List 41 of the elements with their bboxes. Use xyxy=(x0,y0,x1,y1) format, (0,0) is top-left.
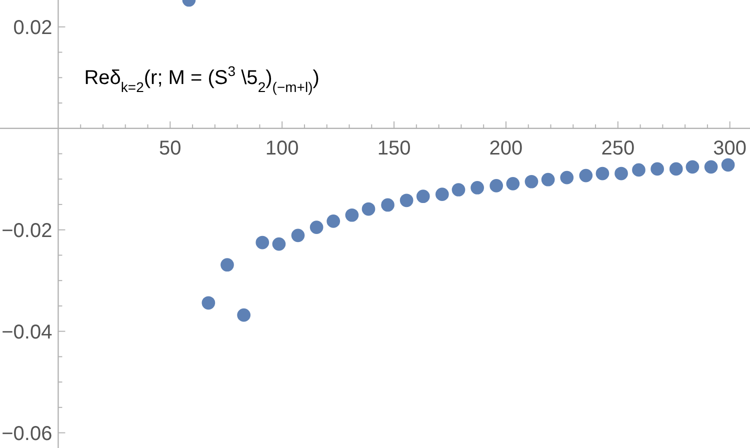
x-tick-label: 150 xyxy=(377,137,411,160)
point xyxy=(524,174,538,188)
point xyxy=(400,194,414,208)
point xyxy=(362,202,376,216)
y-tick-label: 0.02 xyxy=(13,16,52,39)
point xyxy=(256,236,270,250)
point xyxy=(326,214,340,228)
y-tick-label: −0.06 xyxy=(2,422,52,445)
point xyxy=(596,166,610,180)
point xyxy=(452,183,466,196)
point xyxy=(237,308,250,322)
y-tick-label: −0.02 xyxy=(2,220,52,242)
point xyxy=(470,181,484,194)
point xyxy=(721,158,735,172)
point xyxy=(310,220,324,234)
x-tick-label: 200 xyxy=(489,137,523,160)
point xyxy=(272,237,286,251)
point xyxy=(614,166,628,180)
point xyxy=(291,228,305,242)
point xyxy=(345,208,359,222)
point xyxy=(669,162,683,176)
point xyxy=(704,160,718,174)
point xyxy=(202,296,216,310)
y-tick-label: −0.04 xyxy=(2,321,52,344)
point xyxy=(560,170,574,184)
point xyxy=(220,258,234,272)
x-tick-label: 50 xyxy=(159,137,182,160)
point xyxy=(506,177,520,190)
point xyxy=(650,162,664,176)
x-tick-label: 100 xyxy=(265,137,299,160)
point xyxy=(490,179,504,192)
point xyxy=(541,172,555,186)
x-tick-label: 250 xyxy=(601,137,635,160)
point xyxy=(381,198,394,212)
x-tick-label: 300 xyxy=(713,137,747,160)
point xyxy=(416,190,430,204)
point xyxy=(579,168,593,182)
point xyxy=(686,160,700,174)
point xyxy=(435,188,449,201)
text: Reδ$_{k=2}$(r; M = (S$^{3}$ \5$_{2}$)$_{(−m+l)}$) xyxy=(84,63,320,95)
point xyxy=(632,163,646,177)
